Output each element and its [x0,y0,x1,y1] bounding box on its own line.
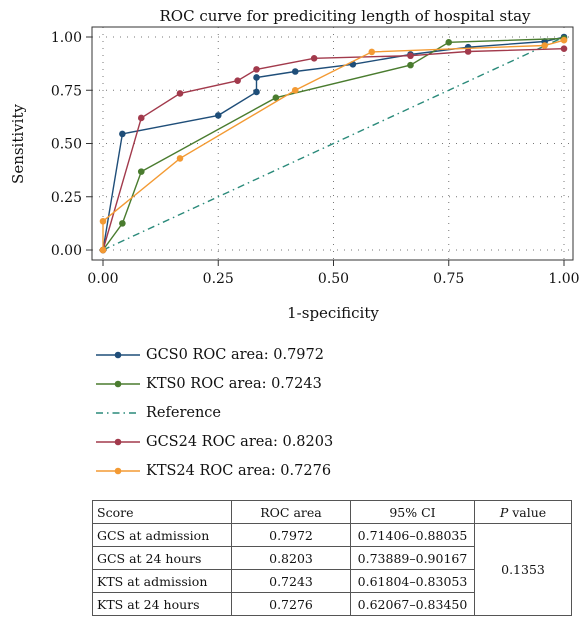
legend: GCS0 ROC area: 0.7972 KTS0 ROC area: 0.72… [96,340,333,485]
x-tick-label: 1.00 [548,271,579,287]
data-point-kts0 [445,39,453,46]
data-point-gcs0 [253,88,260,96]
roc-chart: ROC curve for prediciting length of hosp… [9,7,580,322]
x-tick-label: 0.75 [433,271,464,287]
legend-label: KTS24 ROC area: 0.7276 [146,462,332,479]
cell-ci: 0.62067–0.83450 [350,592,475,616]
legend-swatch [96,411,140,414]
legend-swatch [96,351,140,358]
data-point-gcs24 [407,52,414,60]
cell-score: GCS at admission [92,523,232,547]
legend-item-kts24: KTS24 ROC area: 0.7276 [96,456,333,485]
data-point-kts0 [407,61,414,69]
results-table: Score ROC area 95% CI P value GCS at adm… [92,500,572,616]
data-point-gcs24 [310,55,318,62]
cell-area: 0.7972 [231,523,351,547]
p-letter: P [499,504,509,520]
header-ci: 95% CI [350,500,475,524]
legend-label: GCS24 ROC area: 0.8203 [146,433,334,450]
series-layer [99,33,568,254]
legend-label: KTS0 ROC area: 0.7243 [146,375,322,392]
table-row: KTS at admission 0.7243 0.61804–0.83053 [92,569,572,593]
legend-label: Reference [146,404,221,421]
cell-score: KTS at 24 hours [92,592,232,616]
y-tick-label: 0.25 [51,190,82,206]
legend-swatch [96,438,140,445]
data-point-kts24 [560,36,568,44]
data-point-kts24 [291,86,299,94]
table-row: GCS at admission 0.7972 0.71406–0.88035 … [92,523,572,616]
series-line-kts24 [102,39,565,250]
data-point-kts24 [368,48,376,56]
legend-swatch [96,467,140,474]
data-point-kts0 [137,168,145,175]
cell-ci: 0.61804–0.83053 [350,569,475,593]
data-point-gcs24 [253,66,260,73]
cell-p-value: 0.1353 [474,523,572,616]
legend-swatch [96,380,140,387]
data-point-kts24 [99,246,107,254]
data-point-gcs0 [214,112,222,119]
legend-item-kts0: KTS0 ROC area: 0.7243 [96,369,333,398]
data-point-gcs0 [253,74,260,81]
data-point-kts0 [119,220,126,227]
x-tick-label: 0.25 [203,271,234,287]
x-axis-label: 1-specificity [287,304,379,322]
data-point-gcs24 [464,48,472,55]
legend-item-gcs0: GCS0 ROC area: 0.7972 [96,340,333,369]
axes: 0.00 0.25 0.50 0.75 1.00 0.00 0.25 0.50 0.75 1.00 [51,26,580,287]
legend-label: GCS0 ROC area: 0.7972 [146,346,324,363]
data-point-gcs24 [176,90,184,97]
chart-title: ROC curve for prediciting length of hosp… [159,7,531,25]
data-point-gcs24 [137,114,145,122]
table-row: KTS at 24 hours 0.7276 0.62067–0.83450 [92,592,572,616]
data-point-gcs0 [119,130,126,138]
x-tick-label: 0.00 [87,271,118,287]
cell-area: 0.7243 [231,569,351,593]
cell-area: 0.7276 [231,592,351,616]
y-axis-label: Sensitivity [9,104,27,184]
legend-item-reference: Reference [96,398,333,427]
data-point-kts24 [541,42,548,49]
series-line-gcs24 [102,48,565,251]
y-tick-label: 1.00 [51,30,82,46]
data-point-gcs24 [560,45,568,53]
data-point-kts0 [272,94,280,102]
cell-ci: 0.73889–0.90167 [350,546,475,570]
cell-score: GCS at 24 hours [92,546,232,570]
cell-area: 0.8203 [231,546,351,570]
y-tick-label: 0.50 [51,137,82,153]
y-tick-label: 0.75 [51,83,82,99]
data-point-gcs0 [291,68,299,75]
data-point-kts24 [176,155,184,162]
cell-score: KTS at admission [92,569,232,593]
data-point-kts24 [99,217,107,225]
series-line-reference [102,36,565,251]
y-tick-label: 0.00 [51,243,82,259]
cell-ci: 0.71406–0.88035 [350,523,475,547]
header-score: Score [92,500,232,524]
header-p-value: P value [474,500,572,524]
p-value-word: value [512,504,547,520]
x-tick-label: 0.50 [318,271,349,287]
data-point-gcs24 [234,77,241,84]
legend-item-gcs24: GCS24 ROC area: 0.8203 [96,427,333,456]
header-roc-area: ROC area [231,500,351,524]
table-header-row: Score ROC area 95% CI P value [92,500,572,524]
